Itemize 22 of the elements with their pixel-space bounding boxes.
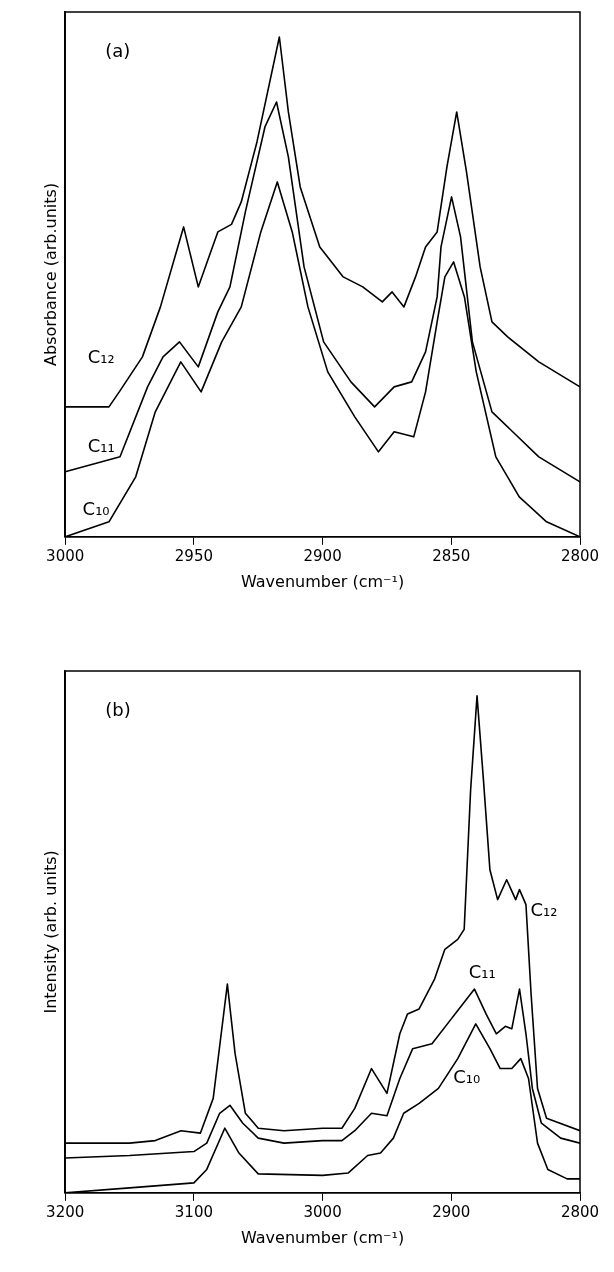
x-tick-label: 2900 — [303, 546, 342, 565]
series-label: C₁₂ — [530, 898, 558, 920]
series-label: C₁₁ — [468, 961, 496, 983]
x-tick-label: 3200 — [46, 1202, 85, 1221]
x-tick-label: 3000 — [303, 1202, 342, 1221]
series-label: C₁₀ — [82, 498, 110, 520]
series-label: C₁₂ — [87, 346, 115, 368]
chart-title: (b) — [105, 698, 131, 720]
y-axis-title: Absorbance (arb.units) — [40, 182, 60, 366]
x-tick-label: 2900 — [432, 1202, 471, 1221]
x-axis-title: Wavenumber (cm⁻¹) — [241, 571, 405, 591]
chart-title: (a) — [105, 39, 131, 61]
x-tick-label: 2950 — [174, 546, 213, 565]
y-axis-title: Intensity (arb. units) — [40, 850, 60, 1014]
series-label: C₁₁ — [87, 435, 115, 457]
x-tick-label: 2800 — [560, 1202, 600, 1221]
x-tick-label: 2800 — [560, 546, 600, 565]
x-tick-label: 3000 — [46, 546, 85, 565]
x-tick-label: 2850 — [432, 546, 471, 565]
series-label: C₁₀ — [453, 1065, 481, 1087]
x-tick-label: 3100 — [174, 1202, 213, 1221]
x-axis-title: Wavenumber (cm⁻¹) — [241, 1227, 405, 1247]
